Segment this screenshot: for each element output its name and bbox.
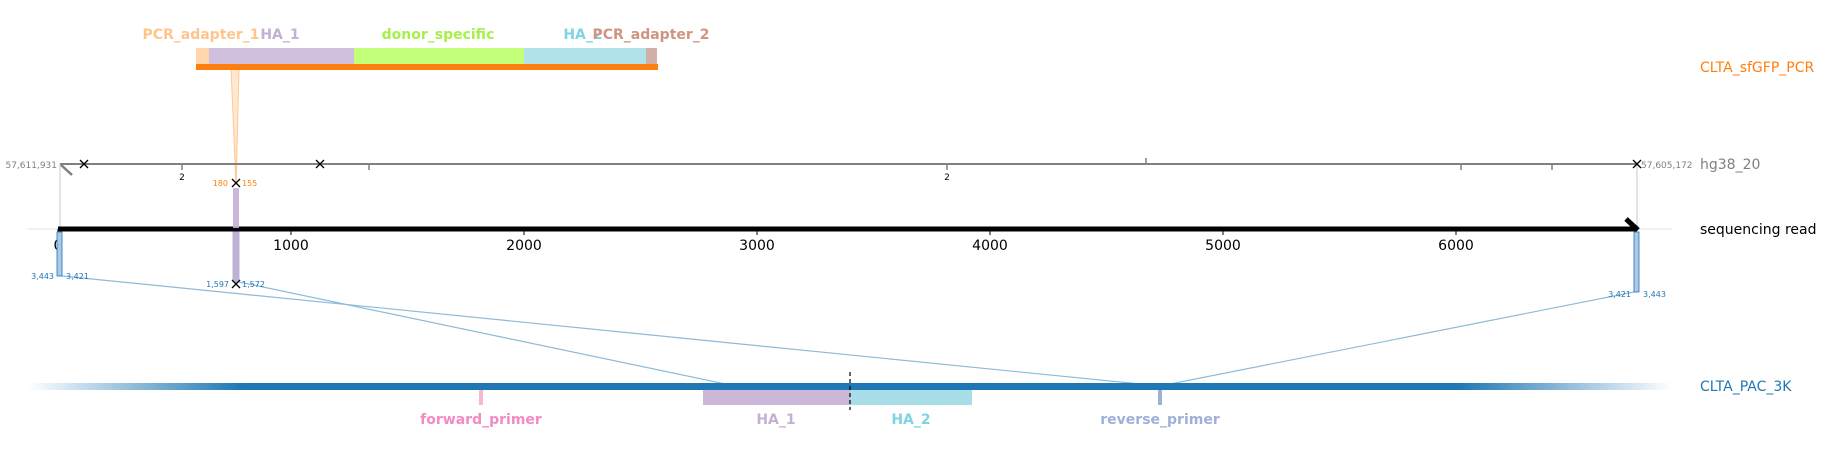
pac-label-ha-1: HA_1 (756, 412, 795, 428)
pcr-track: PCR_adapter_1 HA_1 donor_specific HA_2 P… (142, 27, 1814, 76)
read-axis-tick-label: 3000 (739, 238, 775, 254)
read-axis-tick-label: 5000 (1205, 238, 1241, 254)
pcr-label-pcr-adapter-1: PCR_adapter_1 (142, 27, 259, 43)
pcr-label-donor-specific: donor_specific (382, 27, 495, 43)
cut-marker-icon (79, 159, 1642, 188)
pcr-feature-donor-specific (354, 48, 524, 64)
pac-connection-lines (61, 275, 1635, 387)
track-label-pac: CLTA_PAC_3K (1700, 379, 1792, 395)
track-label-sequencing-read: sequencing read (1700, 222, 1816, 238)
pcr-feature-ha-1 (209, 48, 354, 64)
read-axis-tick-label: 4000 (972, 238, 1008, 254)
pac-alignment-bars (56, 231, 1640, 293)
reference-tick-label-a: 2 (179, 173, 185, 183)
pcr-label-ha-1: HA_1 (260, 27, 299, 43)
read-axis-tick-label: 1000 (273, 238, 309, 254)
pac-label-reverse-primer: reverse_primer (1100, 412, 1220, 428)
pac-label-forward-primer: forward_primer (420, 412, 542, 428)
sequencing-read-track: 0 1000 2000 3000 4000 5000 6000 sequenci… (28, 217, 1816, 254)
pcr-label-ha-2: HA_2 (563, 27, 602, 43)
reference-track: 2 2 57,611,931 57,605,172 hg38_20 180 15… (5, 157, 1760, 230)
pac-align-a-left-label: 3,443 (31, 272, 54, 281)
pcr-feature-pcr-adapter-2 (646, 48, 657, 64)
pcr-feature-ha-2 (524, 48, 646, 64)
read-axis-tick-label: 6000 (1438, 238, 1474, 254)
reference-right-coordinate: 57,605,172 (1641, 161, 1693, 171)
pac-label-ha-2: HA_2 (891, 412, 930, 428)
read-axis-ticks (57, 229, 1457, 235)
pac-feature-ha-2 (850, 390, 972, 405)
pcr-align-left-label: 180 (213, 179, 228, 188)
reference-tick-label-b: 2 (944, 173, 950, 183)
pcr-alignment-bar (233, 188, 239, 228)
pac-track: forward_primer HA_1 HA_2 reverse_primer … (28, 372, 1792, 428)
pac-align-b-left-label: 1,597 (206, 280, 229, 289)
track-label-reference: hg38_20 (1700, 157, 1760, 173)
pac-alignment-markers (231, 279, 241, 289)
pcr-label-pcr-adapter-2: PCR_adapter_2 (592, 27, 709, 43)
pac-align-c-right-label: 3,443 (1643, 290, 1666, 299)
pcr-feature-pcr-adapter-1 (196, 48, 209, 64)
track-label-pcr: CLTA_sfGFP_PCR (1700, 60, 1814, 76)
pcr-backbone (196, 64, 658, 70)
reference-left-coordinate: 57,611,931 (5, 161, 57, 171)
pac-align-a-right-label: 3,421 (66, 272, 89, 281)
pcr-align-right-label: 155 (242, 179, 257, 188)
pac-feature-reverse-primer (1158, 390, 1162, 405)
pac-feature-ha-1 (703, 390, 850, 405)
pac-feature-forward-primer (479, 390, 483, 405)
read-axis-tick-label: 2000 (506, 238, 542, 254)
